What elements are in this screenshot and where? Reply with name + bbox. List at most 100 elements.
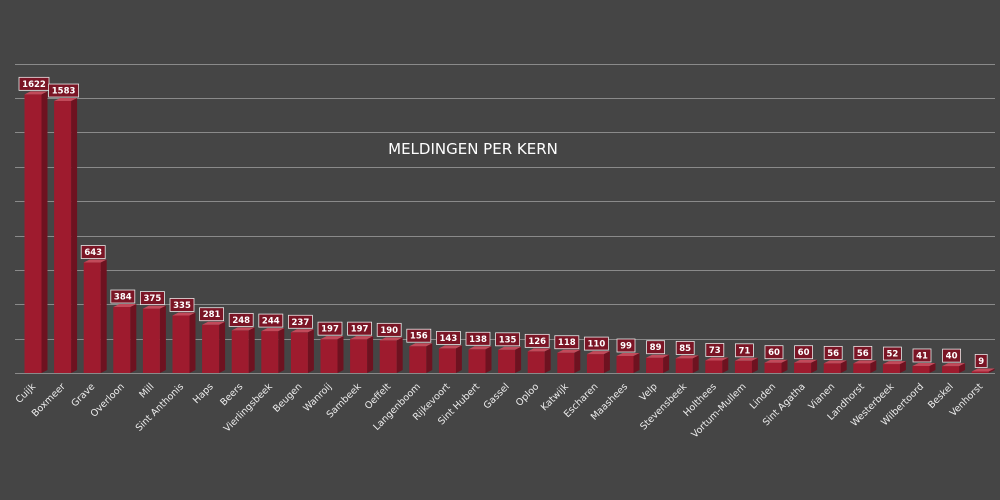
bar-side (219, 321, 226, 373)
data-label-box (287, 314, 313, 329)
data-label: 248 (228, 312, 254, 327)
bar-front (290, 332, 308, 373)
bar-side (41, 91, 48, 374)
data-label: 197 (347, 321, 373, 336)
bar-top (527, 348, 551, 352)
bar-front (971, 371, 989, 373)
data-label-value: 281 (203, 310, 221, 320)
bar-front (557, 352, 575, 373)
bar-front (54, 101, 72, 374)
bar (350, 336, 374, 373)
bar-side (840, 360, 847, 373)
bar-front (83, 262, 101, 373)
bar-side (396, 337, 403, 373)
data-label: 143 (435, 331, 461, 345)
bar-top (586, 351, 610, 355)
bar-front (942, 366, 960, 373)
data-label-box (228, 312, 254, 327)
bar-side (899, 361, 906, 373)
data-label-value: 52 (886, 350, 898, 360)
bar-front (379, 340, 397, 373)
bar-front (912, 365, 930, 373)
bar-side (426, 343, 433, 373)
bar-top (646, 354, 670, 358)
x-tick-label: Cuijk (14, 381, 39, 406)
bar-side (367, 336, 374, 373)
data-label-value: 9 (978, 357, 984, 367)
data-label-value: 375 (144, 294, 162, 304)
bar-top (379, 337, 403, 341)
bar-side (751, 357, 758, 373)
bar (557, 349, 581, 373)
bar-top (853, 360, 877, 364)
data-label-value: 99 (620, 341, 632, 351)
bar-side (159, 305, 166, 373)
bar-front (438, 348, 456, 373)
bar-top (764, 359, 788, 363)
data-label-box (853, 345, 873, 360)
bar-side (811, 359, 818, 373)
bar-top (675, 355, 699, 359)
bar-top (734, 357, 758, 361)
data-label-box (974, 354, 988, 368)
bar-side (248, 327, 255, 373)
bar (468, 346, 492, 373)
bar-top (83, 259, 107, 263)
data-label: 71 (735, 343, 754, 358)
bar-side (722, 357, 729, 373)
data-label-box (376, 322, 402, 337)
bar-top (24, 91, 48, 95)
data-label-box (48, 83, 79, 98)
bar-front (261, 331, 279, 373)
data-label-value: 56 (857, 349, 869, 359)
bar (794, 359, 818, 373)
data-label-box (705, 343, 725, 357)
data-label: 156 (406, 328, 432, 343)
data-label: 85 (675, 340, 695, 355)
bar-side (485, 346, 492, 373)
data-label-box (823, 345, 843, 360)
bar-front (202, 324, 220, 373)
data-label-value: 197 (321, 325, 339, 335)
data-label-box (199, 307, 225, 322)
bar-side (574, 349, 581, 373)
data-label-box (524, 333, 550, 348)
bar-top (54, 98, 78, 102)
bar (527, 348, 551, 373)
bar-side (988, 368, 995, 373)
bar-side (515, 346, 522, 373)
data-label-box (80, 245, 106, 259)
bar (764, 359, 788, 373)
bar-top (113, 304, 137, 308)
bar (261, 328, 285, 373)
bar (142, 305, 166, 373)
bar-side (337, 336, 344, 373)
bar-front (113, 307, 131, 373)
data-label-value: 384 (114, 293, 132, 303)
bar-side (633, 352, 640, 373)
data-label: 56 (853, 345, 873, 360)
bar-front (498, 349, 516, 373)
bar (705, 357, 729, 373)
bar-side (100, 259, 107, 373)
data-label-value: 71 (738, 346, 750, 356)
data-label: 237 (287, 314, 313, 329)
bar (882, 361, 906, 373)
data-label-value: 156 (410, 332, 428, 342)
bar-front (350, 339, 368, 373)
bar-front (616, 355, 634, 373)
data-label: 138 (465, 331, 491, 346)
chart-title: MELDINGEN PER KERN (388, 140, 558, 158)
bar (231, 327, 255, 373)
bar (971, 368, 995, 373)
bar (290, 329, 314, 373)
data-label-box (584, 336, 609, 351)
bar (498, 346, 522, 373)
data-label-box (317, 321, 343, 336)
bar-front (705, 360, 723, 373)
bar (54, 98, 78, 374)
bar-front (231, 330, 249, 373)
data-label-value: 73 (709, 346, 721, 356)
